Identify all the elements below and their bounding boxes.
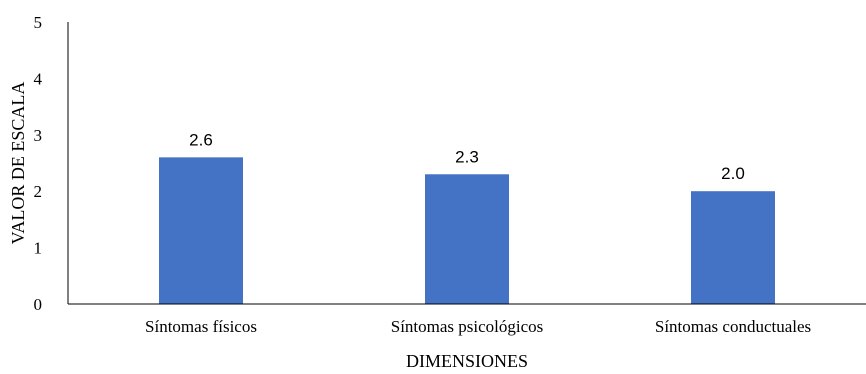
- bar: [691, 191, 775, 304]
- bar-value-label: 2.3: [455, 147, 479, 166]
- bar: [425, 174, 509, 304]
- bar-group: [159, 157, 775, 304]
- bar-value-label: 2.0: [721, 164, 745, 183]
- y-axis-ticks: 0 1 2 3 4 5: [34, 13, 43, 314]
- y-tick-label: 5: [34, 13, 43, 32]
- y-tick-label: 4: [34, 69, 43, 88]
- data-label-group: 2.6 2.3 2.0: [189, 130, 745, 183]
- x-axis-title: DIMENSIONES: [406, 351, 528, 371]
- x-axis-ticks: Síntomas físicos Síntomas psicológicos Sín…: [145, 317, 811, 336]
- y-tick-label: 2: [34, 182, 43, 201]
- y-tick-label: 3: [34, 126, 43, 145]
- y-axis-title: VALOR DE ESCALA: [8, 82, 28, 245]
- x-category-label: Síntomas psicológicos: [391, 317, 544, 336]
- x-category-label: Síntomas conductuales: [655, 317, 811, 336]
- y-tick-label: 0: [34, 295, 43, 314]
- bar-value-label: 2.6: [189, 130, 213, 149]
- bar: [159, 157, 243, 304]
- x-category-label: Síntomas físicos: [145, 317, 257, 336]
- y-tick-label: 1: [34, 239, 43, 258]
